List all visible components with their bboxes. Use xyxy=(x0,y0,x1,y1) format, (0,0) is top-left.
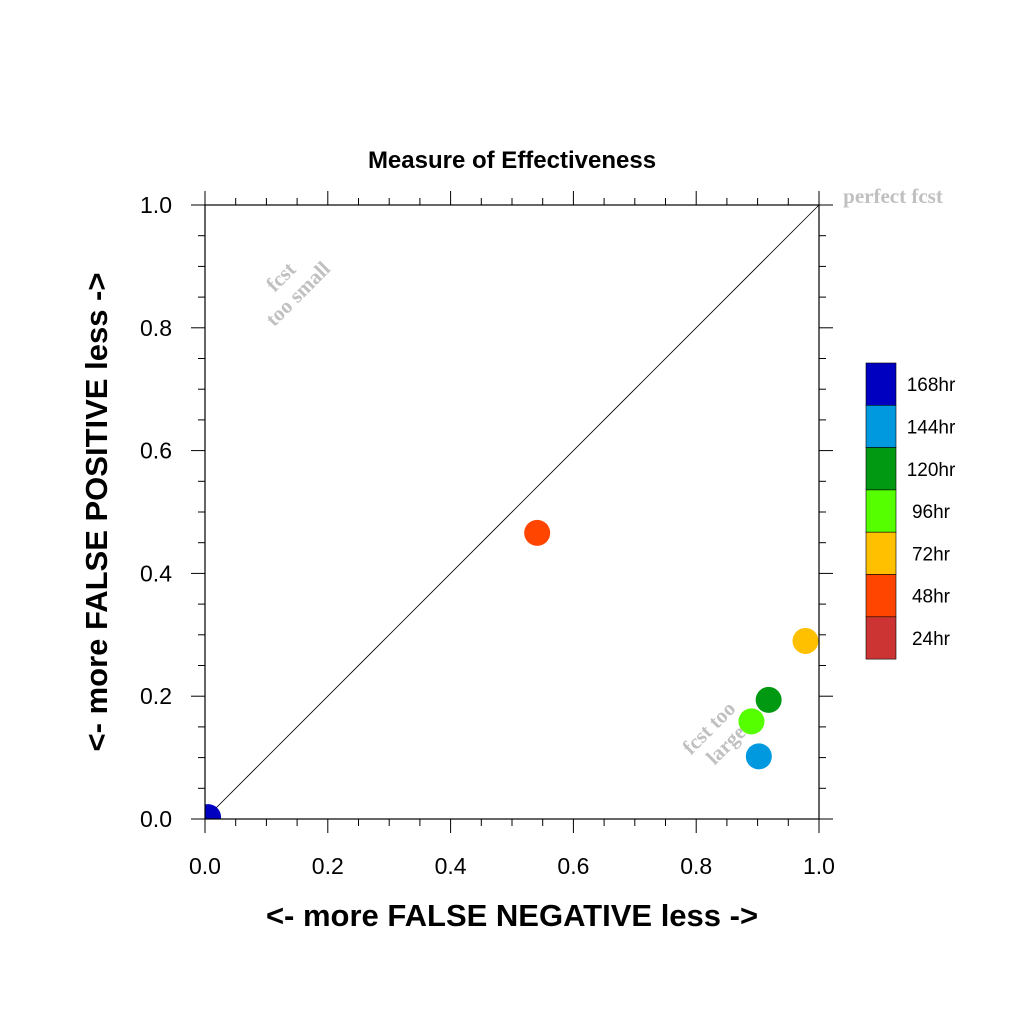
y-tick-label: 1.0 xyxy=(140,192,172,218)
y-tick-label: 0.2 xyxy=(140,683,172,709)
marker-48hr xyxy=(524,519,551,546)
marker-144hr xyxy=(745,743,772,770)
x-tick-label: 0.6 xyxy=(557,853,589,879)
legend-swatch-96hr xyxy=(865,489,897,533)
legend-swatch-48hr xyxy=(865,574,897,618)
marker-168hr xyxy=(205,804,222,819)
y-tick-label: 0.6 xyxy=(140,438,172,464)
y-tick-label: 0.0 xyxy=(140,806,172,832)
legend-label-24hr: 24hr xyxy=(912,629,951,650)
marker-72hr xyxy=(792,627,819,654)
legend-swatch-24hr xyxy=(865,616,897,660)
legend-label-96hr: 96hr xyxy=(912,502,951,523)
plot-area: 0.0 0.2 0.4 0.6 0.8 1.0 0.0 0.2 0.4 0.6 0.8 1.0 xyxy=(140,191,835,879)
markers xyxy=(205,519,819,819)
legend-label-48hr: 48hr xyxy=(912,587,951,608)
legend-swatch-120hr xyxy=(865,447,897,491)
annotation-fcst-too-large: fcst too large xyxy=(677,696,750,769)
legend-swatch-72hr xyxy=(865,531,897,575)
y-axis-label: <- more FALSE POSITIVE less -> xyxy=(79,273,114,752)
legend-swatch-168hr xyxy=(865,362,897,406)
x-axis-label: <- more FALSE NEGATIVE less -> xyxy=(266,898,758,933)
marker-120hr xyxy=(755,686,782,713)
legend-label-168hr: 168hr xyxy=(907,375,956,396)
annotation-perfect-fcst: perfect fcst xyxy=(843,184,943,208)
legend: 168hr 144hr 120hr 96hr 72hr 48hr 24hr xyxy=(865,362,956,660)
x-tick-label: 0.4 xyxy=(435,853,467,879)
x-tick-label: 0.2 xyxy=(312,853,344,879)
marker-96hr xyxy=(738,708,765,735)
x-tick-label: 0.8 xyxy=(680,853,712,879)
y-tick-label: 0.4 xyxy=(140,560,172,586)
diagonal-line xyxy=(204,204,820,820)
annotation-fcst-too-small: fcst too small xyxy=(261,257,335,331)
x-tick-label: 1.0 xyxy=(803,853,835,879)
legend-swatch-144hr xyxy=(865,404,897,448)
legend-label-120hr: 120hr xyxy=(907,460,956,481)
y-tick-label: 0.8 xyxy=(140,315,172,341)
chart-title: Measure of Effectiveness xyxy=(368,147,656,174)
x-tick-label: 0.0 xyxy=(189,853,221,879)
legend-label-72hr: 72hr xyxy=(912,544,951,565)
legend-label-144hr: 144hr xyxy=(907,417,956,438)
